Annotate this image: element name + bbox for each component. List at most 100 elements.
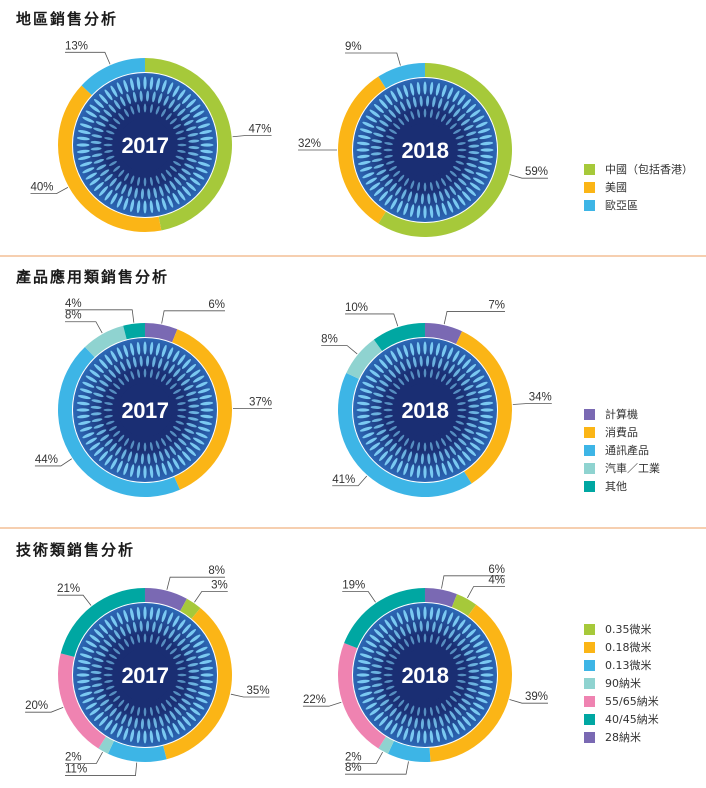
legend-swatch — [584, 731, 595, 743]
donut-segment — [373, 323, 425, 351]
donut-segment — [81, 58, 145, 96]
donut-segment — [346, 339, 383, 379]
segment-label: 34% — [512, 392, 552, 405]
legend-label: 中國（包括香港） — [605, 163, 693, 176]
donut-chart-region-2017: 2017 47% 40% 13% — [30, 40, 272, 232]
segment-label: 7% — [443, 299, 505, 325]
legend-region: 中國（包括香港） 美國 歐亞區 — [584, 160, 693, 214]
percent-label: 13% — [65, 40, 88, 52]
segment-label: 3% — [194, 579, 228, 603]
donut-segment — [425, 323, 463, 344]
year-label: 2017 — [122, 663, 169, 688]
legend-application: 計算機 消費品 通訊產品 汽車／工業 其他 — [584, 405, 660, 495]
percent-label: 2% — [65, 752, 82, 764]
legend-swatch — [584, 163, 595, 175]
legend-swatch — [584, 199, 595, 211]
ray-pattern — [356, 341, 494, 479]
donut-segment — [338, 372, 472, 497]
year-label: 2018 — [402, 663, 449, 688]
ray-pattern — [356, 81, 494, 219]
segment-label: 10% — [345, 302, 399, 327]
legend-swatch — [584, 677, 595, 689]
legend-swatch — [584, 480, 595, 492]
ray-pattern — [76, 76, 214, 214]
legend-item: 0.35微米 — [584, 620, 659, 638]
donut-segment — [425, 588, 458, 608]
legend-item: 28納米 — [584, 728, 659, 746]
donut-segment — [337, 76, 386, 224]
donut-segment — [145, 58, 232, 231]
percent-label: 37% — [249, 396, 272, 408]
legend-swatch — [584, 181, 595, 193]
percent-label: 20% — [25, 700, 48, 712]
legend-label: 其他 — [605, 480, 627, 493]
divider — [0, 255, 706, 257]
donut-segment — [344, 588, 425, 649]
section-title-region: 地區銷售分析 — [16, 10, 119, 28]
year-label: 2018 — [402, 138, 449, 163]
segment-label: 47% — [232, 123, 272, 138]
legend-swatch — [584, 641, 595, 653]
legend-swatch — [584, 462, 595, 474]
donut-segment — [172, 329, 233, 490]
section-title-technology: 技術類銷售分析 — [16, 541, 136, 559]
donut-chart-application-2018: 2018 7% 34% 41% 8% 10% — [321, 299, 552, 497]
legend-label: 90納米 — [605, 677, 641, 690]
legend-label: 通訊產品 — [605, 444, 649, 457]
segment-label: 40% — [30, 182, 69, 195]
segment-label: 21% — [57, 583, 92, 606]
segment-label: 4% — [467, 574, 505, 599]
segment-label: 2% — [65, 752, 103, 764]
donut-segment — [180, 598, 201, 619]
percent-label: 2% — [345, 752, 362, 764]
segment-label: 8% — [166, 565, 225, 590]
legend-item: 歐亞區 — [584, 196, 693, 214]
percent-label: 4% — [65, 298, 82, 310]
percent-label: 32% — [298, 138, 321, 150]
legend-item: 中國（包括香港） — [584, 160, 693, 178]
donut-segment — [84, 325, 127, 358]
legend-label: 0.35微米 — [605, 623, 652, 636]
legend-item: 0.18微米 — [584, 638, 659, 656]
segment-label: 8% — [65, 310, 103, 334]
segment-label: 44% — [34, 454, 72, 467]
ray-pattern — [76, 341, 214, 479]
percent-label: 44% — [35, 454, 58, 466]
donut-segment — [107, 741, 167, 762]
donut-segment — [378, 736, 394, 754]
percent-label: 6% — [208, 299, 225, 311]
donut-segment — [338, 642, 386, 749]
percent-label: 34% — [529, 392, 552, 404]
legend-item: 90納米 — [584, 674, 659, 692]
percent-label: 11% — [65, 764, 87, 776]
legend-item: 美國 — [584, 178, 693, 196]
segment-label: 32% — [298, 138, 337, 151]
legend-item: 其他 — [584, 477, 660, 495]
legend-item: 汽車／工業 — [584, 459, 660, 477]
donut-segment — [387, 741, 431, 762]
segment-label: 8% — [345, 761, 409, 775]
segment-label: 6% — [441, 564, 505, 589]
percent-label: 3% — [211, 579, 228, 591]
legend-label: 55/65納米 — [605, 695, 659, 708]
legend-swatch — [584, 444, 595, 456]
legend-swatch — [584, 695, 595, 707]
legend-item: 通訊產品 — [584, 441, 660, 459]
donut-segment — [98, 736, 114, 754]
segment-label: 2% — [345, 752, 383, 764]
donut-segment — [60, 588, 145, 657]
legend-label: 美國 — [605, 181, 627, 194]
legend-item: 計算機 — [584, 405, 660, 423]
legend-label: 40/45納米 — [605, 713, 659, 726]
segment-label: 20% — [25, 700, 64, 713]
donut-segment — [145, 323, 178, 343]
legend-swatch — [584, 623, 595, 635]
legend-item: 0.13微米 — [584, 656, 659, 674]
percent-label: 19% — [342, 579, 365, 591]
legend-swatch — [584, 426, 595, 438]
percent-label: 22% — [303, 694, 326, 706]
percent-label: 47% — [249, 123, 272, 135]
donut-segment — [378, 63, 512, 237]
percent-label: 8% — [65, 310, 82, 322]
segment-label: 39% — [509, 691, 548, 704]
